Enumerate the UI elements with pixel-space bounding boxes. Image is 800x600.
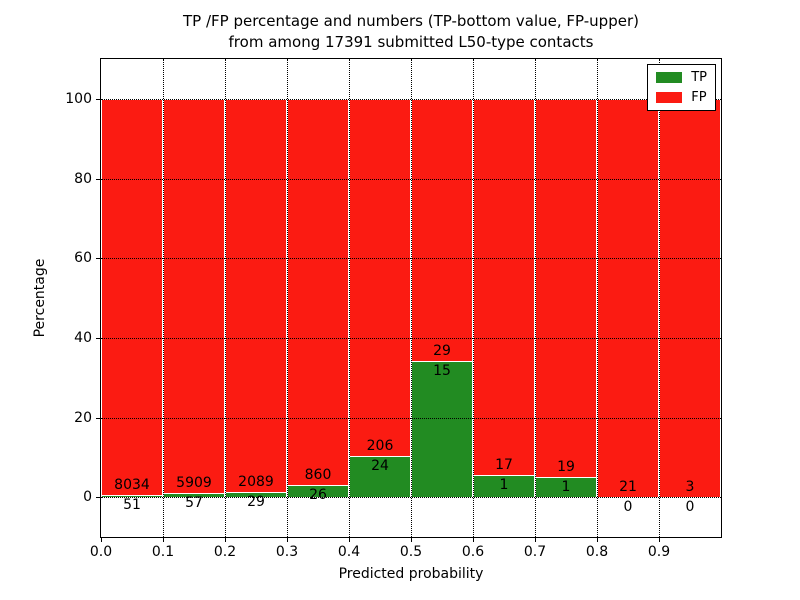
tp-count-label: 0 [623,499,633,516]
legend-item: TP [656,71,707,84]
chart-title-line1: TP /FP percentage and numbers (TP-bottom… [183,12,639,30]
tp-count-label: 0 [685,499,695,516]
bar-fp-segment [287,98,349,486]
bar-tp-segment [411,361,473,498]
fp-count-label: 8034 [114,476,150,493]
fp-count-label: 17 [495,457,513,474]
y-tick-label: 40 [74,329,92,346]
x-tick-label: 0.3 [275,544,299,560]
y-tick-label: 80 [74,170,92,187]
legend: TP FP [647,64,716,111]
x-tick-mark [659,538,660,542]
tp-count-label: 29 [247,493,265,510]
y-tick-mark [96,497,100,499]
chart-title-line2: from among 17391 submitted L50-type cont… [228,33,594,51]
bar-tp-segment [101,494,163,498]
v-gridline [163,59,164,537]
y-tick-mark [96,417,100,419]
bar-fp-segment [597,98,659,498]
bar-fp-segment [411,98,473,362]
tp-count-label: 15 [433,363,451,380]
x-tick-label: 0.1 [151,544,175,560]
y-tick-label: 100 [65,90,92,107]
x-tick-label: 0.6 [461,544,485,560]
bar-fp-segment [225,98,287,492]
bar-fp-segment [659,98,721,498]
v-gridline [287,59,288,537]
v-gridline [535,59,536,537]
bar-fp-segment [473,98,535,476]
bar-fp-segment [101,98,163,495]
legend-swatch-tp [656,72,683,83]
fp-count-label: 2089 [238,473,274,490]
x-tick-mark [535,538,536,542]
legend-item: FP [656,91,707,104]
bar-fp-segment [535,98,597,478]
tp-count-label: 26 [309,487,327,504]
y-tick-label: 60 [74,250,92,267]
legend-item-label: FP [691,90,707,105]
v-gridline [411,59,412,537]
y-tick-mark [96,178,100,180]
tp-count-label: 1 [499,477,509,494]
bar-fp-segment [349,98,411,456]
fp-count-label: 3 [685,479,695,496]
y-axis-label: Percentage [32,258,48,338]
x-tick-label: 0.5 [399,544,423,560]
y-tick-mark [96,337,100,339]
x-tick-label: 0.9 [647,544,671,560]
tp-count-label: 51 [123,496,141,513]
x-tick-mark [287,538,288,542]
bar-fp-segment [163,98,225,494]
x-tick-mark [411,538,412,542]
fp-count-label: 21 [619,479,637,496]
x-tick-mark [225,538,226,542]
fp-count-label: 19 [557,459,575,476]
fp-count-label: 206 [366,437,394,454]
tp-count-label: 24 [371,457,389,474]
x-tick-label: 0.7 [523,544,547,560]
x-tick-mark [597,538,598,542]
x-tick-label: 0.2 [213,544,237,560]
fp-count-label: 860 [304,467,332,484]
fp-count-label: 29 [433,343,451,360]
tp-count-label: 1 [561,479,571,496]
x-tick-mark [163,538,164,542]
y-tick-label: 0 [83,489,92,506]
fp-count-label: 5909 [176,475,212,492]
y-tick-mark [96,98,100,100]
x-tick-mark [473,538,474,542]
chart-title: TP /FP percentage and numbers (TP-bottom… [90,11,732,53]
y-tick-label: 20 [74,409,92,426]
x-tick-label: 0.0 [89,544,113,560]
v-gridline [597,59,598,537]
legend-item-label: TP [691,70,707,85]
v-gridline [659,59,660,537]
x-axis-label: Predicted probability [338,566,484,582]
x-tick-label: 0.8 [585,544,609,560]
x-tick-label: 0.4 [337,544,361,560]
bar-tp-segment [349,455,411,498]
tp-count-label: 57 [185,495,203,512]
legend-swatch-fp [656,92,683,103]
v-gridline [225,59,226,537]
x-tick-mark [349,538,350,542]
v-gridline [349,59,350,537]
y-tick-mark [96,258,100,260]
plot-area: TP FP 8034 51 5909 57 2089 29 860 26 206 24 29 15 17 1… [100,58,722,538]
x-tick-mark [101,538,102,542]
v-gridline [473,59,474,537]
